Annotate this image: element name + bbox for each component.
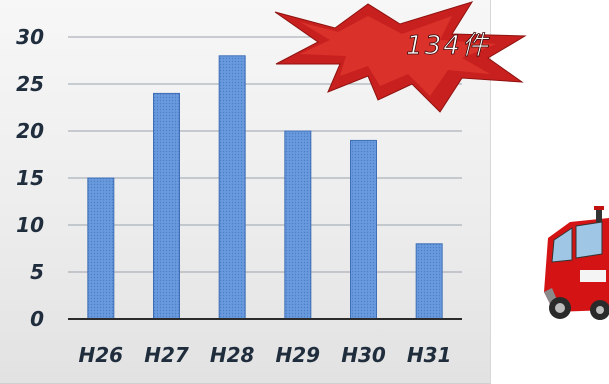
burst-highlight [300, 16, 496, 96]
y-tick-label: 30 [16, 25, 44, 49]
y-tick-label: 10 [16, 213, 44, 237]
x-tick-label: H28 [210, 343, 255, 367]
bar-H27 [153, 92, 180, 320]
x-tick-label: H31 [407, 343, 452, 367]
x-tick-label: H26 [79, 343, 124, 367]
burst-annotation: 134件 [274, 1, 527, 113]
bar-H30 [350, 139, 377, 320]
y-tick-label: 20 [16, 119, 44, 143]
y-axis-ticks: 0 5 10 15 20 25 30 [16, 25, 44, 331]
x-tick-label: H29 [276, 343, 321, 367]
y-tick-label: 5 [30, 260, 44, 284]
y-tick-label: 15 [16, 166, 44, 190]
bar-H26 [87, 177, 115, 320]
bar-H29 [284, 130, 312, 320]
y-tick-label: 0 [30, 307, 44, 331]
bars [87, 55, 443, 320]
bar-H31 [415, 243, 443, 320]
y-tick-label: 25 [16, 72, 44, 96]
burst-label: 134件 [406, 31, 490, 61]
x-tick-label: H30 [341, 343, 386, 367]
x-tick-label: H27 [144, 343, 189, 367]
bar-H28 [218, 55, 246, 320]
x-axis-ticks: H26 H27 H28 H29 H30 H31 [79, 343, 452, 367]
fire-truck-icon [544, 206, 609, 320]
